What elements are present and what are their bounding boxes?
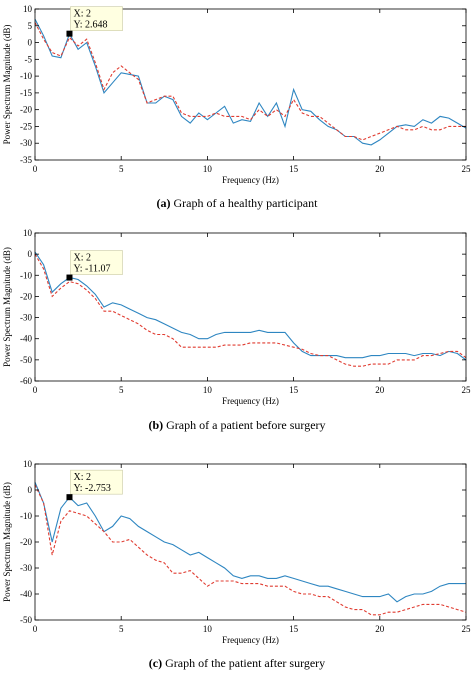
y-tick-label: -30 [20, 313, 32, 323]
caption-c: (c) Graph of the patient after surgery [0, 656, 474, 671]
datatip-box [70, 469, 123, 495]
caption-label: (a) [156, 196, 171, 210]
datatip-x: X: 2 [73, 472, 91, 483]
caption-text: Graph of a patient before surgery [166, 418, 326, 432]
y-tick-label: -20 [20, 291, 32, 301]
x-tick-label: 5 [119, 385, 124, 395]
y-tick-label: -5 [25, 54, 33, 64]
caption-label: (b) [148, 418, 164, 432]
datatip-box [70, 250, 123, 275]
y-tick-label: -20 [20, 105, 32, 115]
y-tick-label: -60 [20, 376, 32, 386]
x-tick-label: 0 [33, 164, 38, 174]
x-axis-label: Frequency (Hz) [222, 635, 279, 645]
series-line-dashed [34, 22, 466, 141]
y-tick-label: -20 [20, 537, 32, 547]
x-tick-label: 15 [289, 624, 299, 634]
x-tick-label: 0 [33, 624, 38, 634]
x-axis-label: Frequency (Hz) [222, 175, 279, 185]
datatip-x: X: 2 [73, 9, 91, 20]
y-tick-label: -10 [20, 511, 32, 521]
series-line-solid [34, 18, 467, 146]
x-tick-label: 10 [203, 624, 213, 634]
y-axis-label: Power Spectrum Magnitude (dB) [2, 247, 12, 367]
x-tick-label: 10 [203, 385, 213, 395]
y-tick-label: -40 [20, 334, 32, 344]
x-tick-label: 5 [119, 624, 124, 634]
plot-frame [34, 8, 467, 161]
y-tick-label: -10 [20, 270, 32, 280]
series-line-dashed [34, 253, 467, 367]
y-tick-label: 0 [28, 249, 33, 259]
y-axis-label: Power Spectrum Magnitude (dB) [2, 482, 12, 602]
chart-panel-a: 0 5 10 15 20 25 -35 -30 -25 -20 -15 -10 -5 0 5 10 Freque… [2, 4, 471, 185]
datatip-marker [66, 274, 73, 281]
caption-text: Graph of a healthy participant [173, 196, 318, 210]
x-tick-label: 20 [375, 164, 385, 174]
y-tick-label: -25 [20, 121, 32, 131]
series-line-solid [34, 481, 466, 603]
y-tick-label: -10 [20, 71, 32, 81]
y-tick-label: -40 [20, 589, 32, 599]
y-tick-label: 0 [28, 485, 33, 495]
y-tick-label: -30 [20, 138, 32, 148]
x-tick-label: 25 [462, 624, 472, 634]
plot-frame [34, 232, 467, 382]
caption-text: Graph of the patient after surgery [165, 656, 326, 670]
datatip-marker [66, 494, 73, 501]
datatip-y: Y: -2.753 [73, 483, 110, 494]
chart-panel-b: 0 5 10 15 20 25 -60 -50 -40 -30 -20 -10 0 10 Frequency… [2, 228, 471, 406]
x-tick-label: 20 [375, 624, 385, 634]
caption-label: (c) [148, 656, 163, 670]
y-tick-label: -15 [20, 88, 32, 98]
x-tick-label: 5 [119, 164, 124, 174]
y-tick-label: -30 [20, 563, 32, 573]
datatip-box [70, 6, 123, 31]
y-tick-label: -35 [20, 155, 32, 165]
datatip-y: Y: -11.07 [73, 264, 110, 275]
series-line-dashed [34, 484, 467, 616]
x-tick-label: 15 [289, 164, 299, 174]
datatip-marker [66, 30, 73, 37]
x-tick-label: 10 [203, 164, 213, 174]
caption-b: (b) Graph of a patient before surgery [0, 418, 474, 433]
x-tick-label: 0 [33, 385, 38, 395]
datatip-x: X: 2 [73, 253, 91, 264]
y-tick-label: 0 [28, 38, 33, 48]
y-tick-label: 10 [23, 228, 33, 238]
y-tick-label: 5 [28, 21, 33, 31]
y-tick-label: 10 [23, 4, 33, 14]
chart-panel-c: 0 5 10 15 20 25 -50 -40 -30 -20 -10 0 10 Frequency (H… [2, 459, 471, 645]
x-tick-label: 20 [375, 385, 385, 395]
x-tick-label: 15 [289, 385, 299, 395]
x-axis-label: Frequency (Hz) [222, 396, 279, 406]
datatip-y: Y: 2.648 [73, 20, 107, 31]
series-line-solid [34, 251, 467, 361]
x-tick-label: 25 [462, 385, 472, 395]
y-tick-label: -50 [20, 615, 32, 625]
y-tick-label: -50 [20, 355, 32, 365]
x-tick-label: 25 [462, 164, 472, 174]
y-axis-label: Power Spectrum Magnitude (dB) [2, 25, 12, 145]
y-tick-label: 10 [23, 459, 33, 469]
caption-a: (a) Graph of a healthy participant [0, 196, 474, 211]
